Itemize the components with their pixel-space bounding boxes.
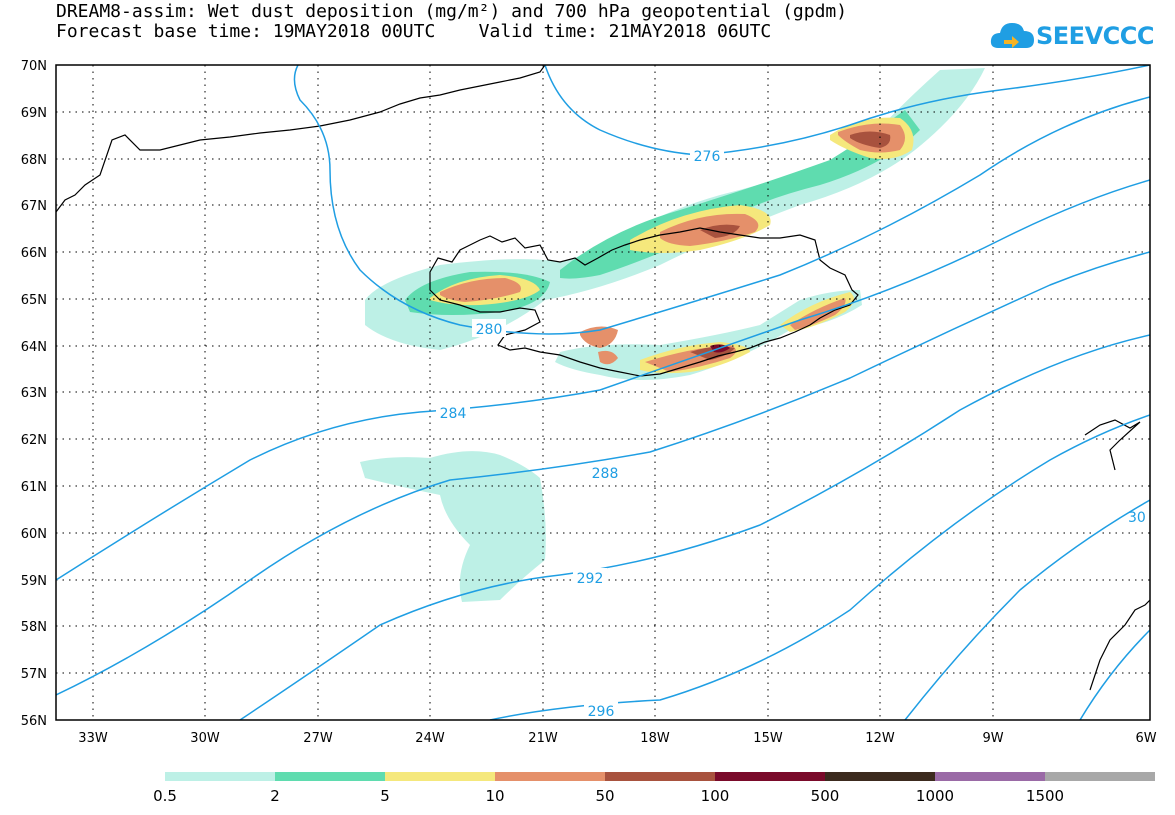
contour-300 bbox=[904, 499, 1150, 720]
lon-label: 33W bbox=[78, 731, 108, 746]
color-legend: 0.5 2 5 10 50 100 500 1000 1500 bbox=[153, 772, 1155, 805]
lat-label: 56N bbox=[21, 714, 47, 729]
legend-swatch bbox=[1045, 772, 1155, 781]
lat-label: 68N bbox=[21, 153, 47, 168]
geopotential-contours bbox=[56, 65, 1150, 720]
legend-label: 5 bbox=[380, 787, 390, 805]
legend-swatch bbox=[385, 772, 495, 781]
contour-292 bbox=[239, 334, 1150, 720]
contour-label-284: 284 bbox=[440, 406, 467, 422]
dust-shade-50-north bbox=[700, 224, 740, 238]
lat-label: 66N bbox=[21, 246, 47, 261]
seevccc-logo: SEEVCCC bbox=[990, 18, 1155, 58]
dust-shade-0.5-south bbox=[360, 451, 546, 602]
dust-shade-0.5-coast bbox=[555, 290, 862, 380]
contour-label-group: 276 280 284 288 292 296 30 bbox=[436, 146, 1146, 720]
lon-label: 15W bbox=[753, 731, 783, 746]
contour-288 bbox=[56, 251, 1150, 696]
lat-label: 62N bbox=[21, 433, 47, 448]
dust-shade-10-west bbox=[440, 278, 521, 302]
lat-label: 70N bbox=[21, 59, 47, 74]
dust-shade-10-reykjanes bbox=[580, 326, 618, 365]
legend-label: 1000 bbox=[916, 787, 954, 805]
map-plot-area: 276 280 284 288 292 296 30 bbox=[56, 65, 1150, 720]
lat-label: 61N bbox=[21, 480, 47, 495]
legend-label: 0.5 bbox=[153, 787, 177, 805]
lat-label: 57N bbox=[21, 667, 47, 682]
graticule bbox=[56, 65, 1150, 720]
scotland-coast bbox=[1089, 599, 1150, 691]
lat-label: 60N bbox=[21, 527, 47, 542]
legend-swatch bbox=[715, 772, 825, 781]
contour-label-276: 276 bbox=[694, 149, 721, 165]
legend-label: 50 bbox=[595, 787, 614, 805]
lat-label: 59N bbox=[21, 574, 47, 589]
contour-276 bbox=[544, 65, 1150, 156]
lat-label: 69N bbox=[21, 106, 47, 121]
legend-label: 100 bbox=[701, 787, 730, 805]
legend-swatch bbox=[605, 772, 715, 781]
lon-label: 6W bbox=[1135, 731, 1156, 746]
lon-label: 30W bbox=[190, 731, 220, 746]
lat-label: 65N bbox=[21, 293, 47, 308]
lon-label: 24W bbox=[415, 731, 445, 746]
contour-label-280: 280 bbox=[476, 322, 503, 338]
map-title-line-1: DREAM8-assim: Wet dust deposition (mg/m²… bbox=[56, 1, 848, 22]
contour-280 bbox=[293, 65, 1150, 335]
legend-label: 500 bbox=[811, 787, 840, 805]
lon-label: 18W bbox=[640, 731, 670, 746]
lon-label: 27W bbox=[303, 731, 333, 746]
lon-label: 12W bbox=[865, 731, 895, 746]
legend-label: 1500 bbox=[1026, 787, 1064, 805]
lon-label: 9W bbox=[982, 731, 1003, 746]
coastlines bbox=[56, 65, 1150, 691]
logo-text: SEEVCCC bbox=[1036, 22, 1155, 50]
map-title-line-2: Forecast base time: 19MAY2018 00UTC Vali… bbox=[56, 21, 772, 42]
contour-label-300: 30 bbox=[1128, 510, 1146, 526]
contour-284 bbox=[56, 179, 1150, 581]
map-frame bbox=[55, 64, 1151, 721]
faroe-coast bbox=[1084, 419, 1141, 471]
lat-label: 63N bbox=[21, 386, 47, 401]
contour-label-296: 296 bbox=[588, 704, 615, 720]
legend-swatch bbox=[165, 772, 275, 781]
lon-label: 21W bbox=[528, 731, 558, 746]
lat-label: 58N bbox=[21, 620, 47, 635]
legend-label: 10 bbox=[485, 787, 504, 805]
iceland-coast bbox=[429, 227, 859, 377]
latitude-axis: 70N 69N 68N 67N 66N 65N 64N 63N 62N 61N … bbox=[21, 59, 47, 729]
lat-label: 64N bbox=[21, 340, 47, 355]
legend-swatch bbox=[935, 772, 1045, 781]
contour-304 bbox=[1079, 629, 1150, 720]
greenland-coast bbox=[56, 65, 546, 213]
longitude-axis: 33W 30W 27W 24W 21W 18W 15W 12W 9W 6W bbox=[78, 731, 1156, 746]
contour-296 bbox=[489, 414, 1150, 720]
cloud-logo-icon bbox=[990, 23, 1034, 48]
lat-label: 67N bbox=[21, 199, 47, 214]
legend-label: 2 bbox=[270, 787, 280, 805]
contour-label-288: 288 bbox=[592, 466, 619, 482]
dust-shading bbox=[360, 68, 985, 602]
legend-swatch bbox=[275, 772, 385, 781]
contour-label-292: 292 bbox=[577, 571, 604, 587]
legend-swatch bbox=[495, 772, 605, 781]
legend-swatch bbox=[825, 772, 935, 781]
